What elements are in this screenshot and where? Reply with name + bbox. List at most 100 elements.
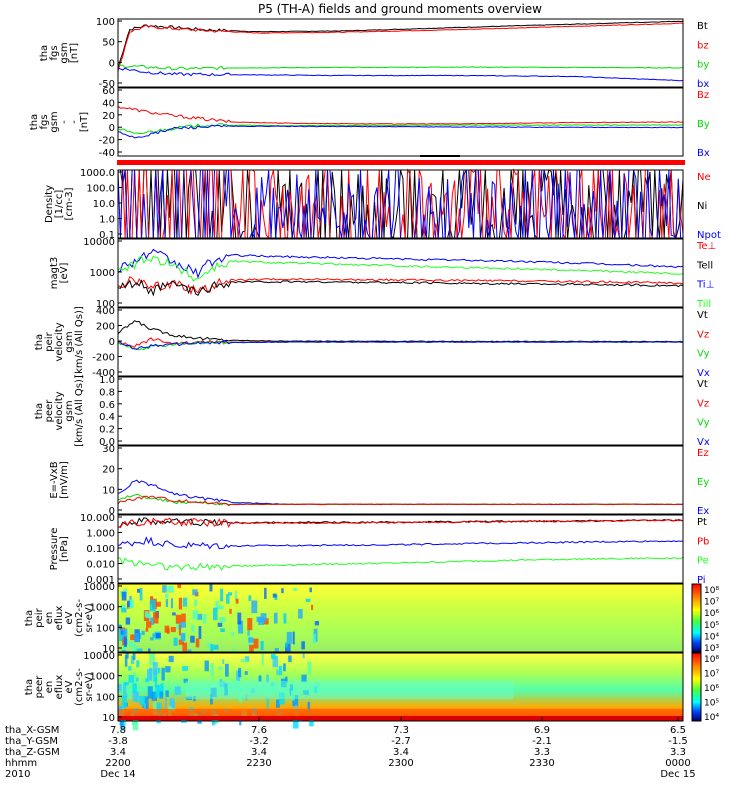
legend-label: Vt — [697, 379, 708, 390]
panel-frame — [117, 583, 684, 653]
panel: 400 200 0 -200 -400 tha peir velocity gsm [km/s (… — [34, 306, 710, 379]
colorbar-frame — [691, 583, 702, 653]
y-axis-label: Pressure — [49, 528, 60, 571]
spectrogram-cell — [210, 644, 214, 657]
spectrogram-cell — [180, 621, 186, 628]
spectrogram-cell — [301, 641, 305, 650]
spectrogram-cell — [194, 599, 197, 607]
y-axis-label: [1/cc] — [54, 190, 65, 219]
panel-frame — [117, 445, 684, 515]
xaxis-value: 6.5 — [670, 725, 686, 736]
spectrogram-cell — [121, 591, 127, 601]
series-line — [117, 479, 684, 506]
spectrogram-cell — [162, 585, 167, 593]
spectrogram-cell — [153, 612, 159, 624]
spectrogram-cell — [258, 617, 265, 626]
colorbar-tick-label: 10⁵ — [704, 621, 719, 631]
spectrogram-cell — [165, 690, 169, 697]
spectrogram-cell — [264, 587, 267, 599]
legend-label: Bt — [697, 21, 708, 32]
xaxis-value: 7.3 — [393, 725, 409, 736]
y-tick-label: 0.1 — [99, 230, 115, 241]
spectrogram-cell — [132, 653, 136, 660]
series-line — [117, 123, 683, 135]
y-axis-label: tha — [24, 679, 35, 695]
spectrogram-cell — [169, 585, 174, 593]
spectrogram-band — [118, 709, 683, 717]
spectrogram-cell — [149, 637, 154, 641]
legend-label: Pt — [697, 517, 707, 528]
spectrogram-cell — [172, 612, 176, 616]
xaxis-value: 3.4 — [393, 747, 409, 758]
y-axis-label: - — [69, 120, 80, 124]
y-tick-label: 1000 — [90, 603, 115, 614]
spectrogram-cell — [178, 624, 182, 636]
spectrogram-cell — [124, 655, 128, 667]
spectrogram-cell — [195, 638, 200, 648]
spectrogram-cell — [124, 636, 127, 647]
legend-label: Ey — [697, 477, 709, 488]
xaxis-value: 3.3 — [534, 747, 550, 758]
y-tick-label: 0.2 — [99, 425, 115, 436]
spectrogram-cell — [235, 598, 239, 604]
y-axis-label: [nT] — [69, 43, 80, 63]
y-tick-label: 10.0 — [93, 199, 115, 210]
spectrogram-cell — [152, 633, 157, 638]
y-axis-label: eflux — [54, 606, 65, 631]
y-axis-label: eV — [64, 611, 75, 624]
spectrogram-cell — [231, 632, 235, 637]
spectrogram-cell — [227, 592, 233, 596]
spectrogram-cell — [276, 669, 279, 676]
y-tick-label: 20 — [102, 111, 115, 122]
spectrogram-cell — [123, 681, 129, 686]
y-tick-label: 0.8 — [99, 387, 115, 398]
spectrogram-cell — [285, 642, 288, 648]
spectrogram-cell — [152, 662, 158, 675]
panel-frame — [117, 87, 684, 157]
y-tick-label: 100.0 — [86, 184, 115, 195]
y-axis-label: sr-eV) — [84, 672, 95, 701]
spectrogram-cell — [266, 697, 269, 709]
spectrogram-cell — [278, 665, 283, 676]
y-tick-label: 0.4 — [99, 412, 115, 423]
spectrogram-cell — [237, 612, 242, 625]
y-tick-label: 1000 — [90, 672, 115, 683]
spectrogram-cell — [155, 684, 161, 698]
spectrogram-cell — [192, 589, 198, 596]
spectrogram-cell — [139, 588, 143, 601]
y-tick-label: 100 — [96, 17, 115, 28]
y-axis-label: fgs — [39, 114, 50, 129]
spectrogram-cell — [204, 660, 209, 672]
panel: 1000.0 100.0 10.0 1.0 0.1 Density [1/cc] [cm-3]… — [44, 168, 721, 241]
spectrogram-cell — [130, 655, 135, 664]
spectrogram-cell — [118, 623, 121, 633]
y-axis-label: - — [59, 120, 70, 124]
spectrogram-cell — [281, 588, 284, 594]
panel: 1.00.8 0.60.4 0.20.0 tha peer velocity gsm [km/… — [34, 375, 710, 448]
spectrogram-cell — [222, 659, 225, 664]
spectrogram-cell — [118, 683, 122, 692]
y-tick-label: 40 — [102, 98, 115, 109]
spectrogram-cell — [136, 677, 139, 682]
colorbar-tick-label: 10⁶ — [704, 684, 719, 694]
spectrogram-cell — [283, 613, 287, 624]
series-line — [117, 67, 684, 82]
spectrogram-cell — [174, 686, 181, 695]
xaxis-value: -3.2 — [249, 736, 269, 747]
spectrogram-cell — [301, 674, 307, 683]
spectrogram-cell — [143, 696, 149, 709]
spectrogram-cell — [152, 702, 157, 715]
y-tick-label: 20 — [102, 465, 115, 476]
panel-frame — [117, 514, 684, 584]
series-line — [117, 320, 684, 343]
spectrogram-cell — [166, 628, 170, 634]
xaxis-row-label: 2010 — [5, 769, 30, 780]
legend-label: Bz — [697, 90, 709, 101]
spectrogram-cell — [143, 703, 146, 710]
y-axis-label: eflux — [54, 675, 65, 700]
y-axis-label: gsm — [64, 331, 75, 352]
xaxis-row-label: hhmm — [5, 758, 37, 769]
y-tick-label: 10000 — [83, 651, 115, 662]
panel-frame — [117, 376, 684, 446]
xaxis-value: 2200 — [105, 758, 130, 769]
